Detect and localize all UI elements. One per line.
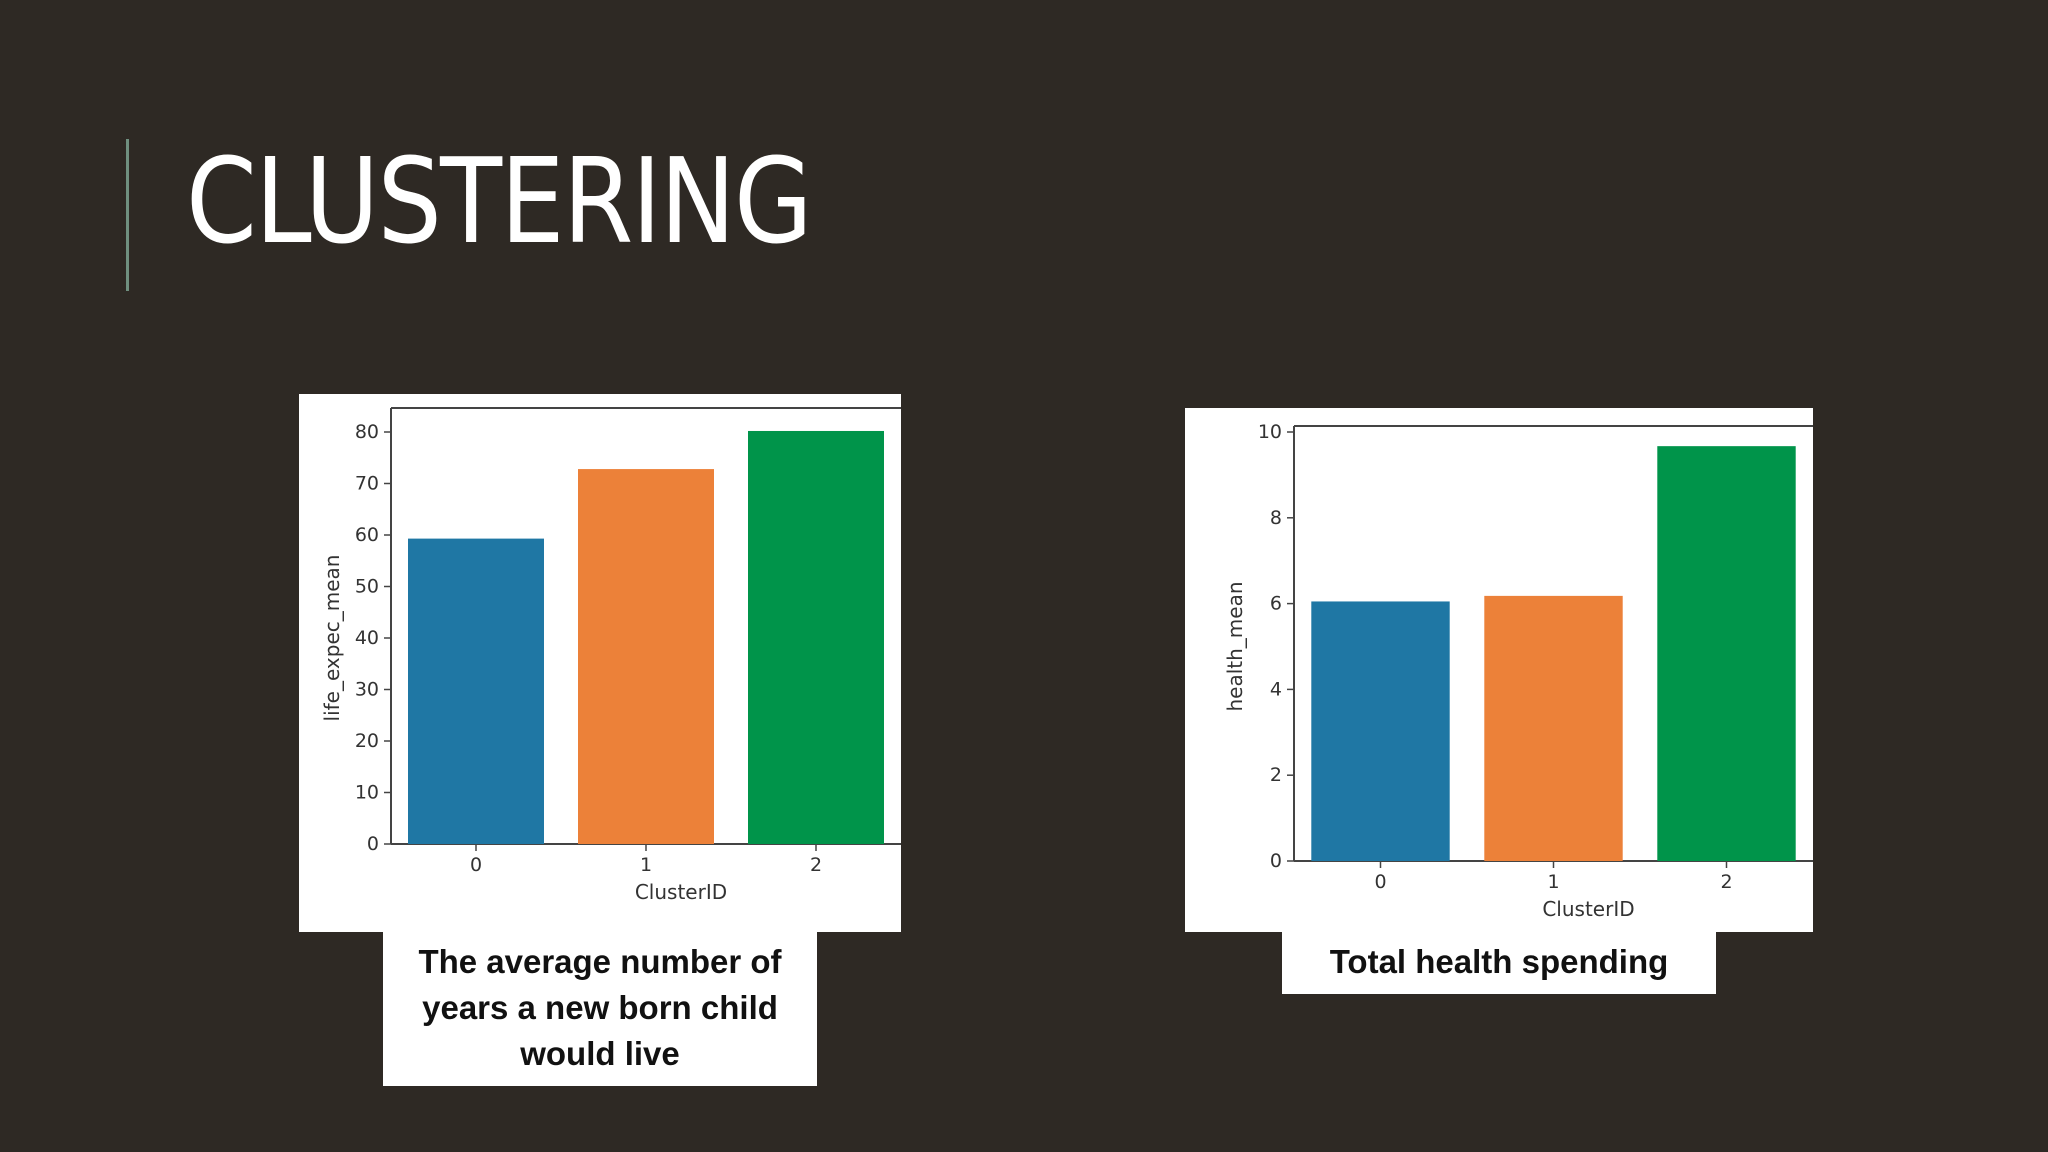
bar-cluster-1 [1484, 595, 1623, 861]
health-spending-bar-chart: 0 2 4 6 8 10 0 1 2 ClusterID health_mean [1223, 421, 1813, 921]
life-expectancy-chart-panel: 0 10 20 30 40 50 60 70 80 0 1 2 ClusterID life_expec_… [299, 394, 901, 932]
bar-cluster-1 [578, 469, 714, 844]
y-tick-label: 4 [1270, 678, 1282, 700]
y-tick-label: 6 [1270, 593, 1282, 615]
x-tick-label: 1 [1547, 871, 1559, 893]
y-tick-label: 0 [1270, 850, 1282, 872]
x-tick-label: 1 [640, 854, 652, 876]
bar-cluster-0 [1311, 601, 1450, 861]
y-tick-label: 30 [355, 679, 379, 701]
life-expectancy-caption: The average number of years a new born c… [383, 930, 817, 1086]
y-tick-label: 20 [355, 730, 379, 752]
y-axis-label: life_expec_mean [320, 555, 344, 722]
health-spending-caption: Total health spending [1282, 930, 1716, 994]
x-axis-label: ClusterID [1542, 897, 1634, 921]
slide-title: CLUSTERING [186, 132, 813, 270]
x-tick-label: 2 [810, 854, 822, 876]
x-tick-label: 0 [470, 854, 482, 876]
x-axis-label: ClusterID [635, 880, 727, 904]
y-tick-label: 70 [355, 473, 379, 495]
y-tick-label: 40 [355, 627, 379, 649]
health-spending-chart-panel: 0 2 4 6 8 10 0 1 2 ClusterID health_mean [1185, 408, 1813, 932]
y-tick-label: 60 [355, 524, 379, 546]
x-tick-label: 2 [1720, 871, 1732, 893]
y-tick-label: 2 [1270, 764, 1282, 786]
y-tick-label: 50 [355, 576, 379, 598]
y-tick-label: 10 [1258, 421, 1282, 443]
life-expectancy-bar-chart: 0 10 20 30 40 50 60 70 80 0 1 2 ClusterID life_expec_… [320, 407, 901, 904]
y-axis-label: health_mean [1223, 581, 1247, 711]
y-tick-label: 0 [367, 833, 379, 855]
y-tick-label: 8 [1270, 507, 1282, 529]
x-tick-label: 0 [1374, 871, 1386, 893]
title-accent-bar [126, 139, 129, 291]
y-tick-label: 10 [355, 782, 379, 804]
bar-cluster-0 [408, 538, 544, 844]
y-tick-label: 80 [355, 421, 379, 443]
bar-cluster-2 [748, 430, 884, 844]
bar-cluster-2 [1657, 446, 1796, 861]
